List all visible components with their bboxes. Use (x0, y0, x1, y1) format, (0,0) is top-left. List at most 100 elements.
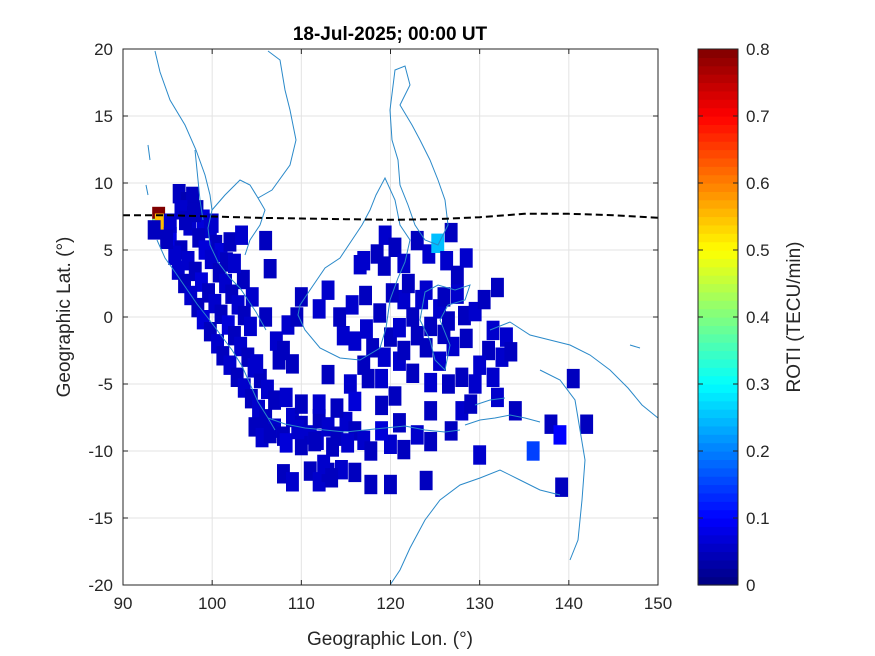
roti-cell (377, 256, 391, 276)
x-tick-label: 110 (288, 594, 315, 613)
roti-cell (373, 303, 387, 323)
roti-cell (406, 363, 420, 383)
colorbar-step (698, 325, 738, 335)
colorbar-step (698, 384, 738, 393)
chart-title: 18-Jul-2025; 00:00 UT (293, 24, 488, 45)
y-tick-label: -10 (88, 442, 113, 461)
roti-cell (442, 374, 455, 394)
colorbar-step (698, 451, 738, 460)
roti-cell (160, 229, 174, 249)
roti-cell (360, 319, 373, 339)
roti-cell (526, 441, 540, 461)
colorbar-tick-label: 0.2 (746, 442, 770, 461)
colorbar-step (698, 174, 738, 184)
colorbar-step (698, 99, 738, 109)
coastline-sumatra (156, 239, 276, 431)
y-tick-label: 10 (94, 174, 113, 193)
colorbar-step (698, 57, 738, 67)
roti-cell (473, 445, 487, 465)
roti-cell (410, 326, 424, 346)
colorbar-step (698, 576, 738, 586)
roti-cell (294, 287, 308, 307)
roti-cell (459, 248, 473, 268)
roti-cell (401, 273, 415, 294)
roti-cell (444, 222, 458, 243)
roti-cell (205, 213, 219, 233)
roti-cell (326, 437, 339, 457)
roti-data-cells (147, 184, 594, 497)
colorbar-step (698, 308, 738, 318)
roti-cell (424, 372, 438, 393)
coastline-gulf-of-thailand (211, 50, 297, 256)
roti-cell (321, 280, 335, 300)
colorbar-step (698, 258, 738, 268)
colorbar-step (698, 216, 738, 226)
roti-cell (308, 431, 322, 452)
colorbar-step (698, 392, 738, 402)
roti-cell (312, 394, 326, 414)
roti-cell (410, 425, 424, 445)
roti-cell (450, 265, 464, 286)
roti-cell (245, 287, 259, 307)
roti-cell (179, 210, 192, 231)
roti-cell (244, 316, 257, 337)
roti-cell (277, 340, 290, 361)
roti-cell (553, 425, 567, 445)
roti-cell (440, 251, 454, 271)
colorbar-step (698, 116, 738, 125)
colorbar-tick-label: 0.1 (746, 509, 770, 528)
colorbar-step (698, 501, 738, 511)
roti-cell (364, 474, 378, 495)
coastline-java (267, 417, 461, 433)
roti-cell (294, 394, 308, 414)
coastline-indochina (154, 50, 267, 331)
colorbar-step (698, 132, 738, 142)
roti-cell (555, 477, 569, 497)
colorbar-step (698, 367, 738, 377)
roti-cell (468, 374, 482, 394)
roti-cell (397, 289, 411, 310)
colorbar-step (698, 141, 738, 151)
roti-cell (388, 386, 402, 406)
roti-cell (321, 364, 335, 385)
roti-cell (504, 342, 518, 362)
x-tick-label: 150 (644, 594, 672, 613)
roti-cell (377, 347, 391, 367)
colorbar-step (698, 559, 738, 569)
roti-cell (291, 419, 305, 440)
x-tick-label: 120 (376, 594, 404, 613)
colorbar-step (698, 333, 738, 343)
colorbar-step (698, 484, 738, 494)
roti-cell (263, 423, 277, 444)
roti-cell (333, 307, 347, 327)
colorbar-step (698, 492, 738, 502)
x-tick-label: 90 (114, 594, 133, 613)
colorbar-ticks: 0 0.1 0.2 0.3 0.4 0.5 0.6 0.7 0.8 (698, 40, 770, 595)
roti-cell (147, 220, 161, 240)
colorbar-step (698, 358, 738, 368)
roti-cell (286, 472, 299, 492)
roti-cell (263, 259, 277, 279)
x-tick-label: 100 (198, 594, 226, 613)
colorbar-step (698, 65, 738, 75)
roti-cell (345, 295, 359, 315)
roti-cell (235, 225, 248, 245)
coastline-philippines (389, 65, 449, 246)
colorbar-step (698, 409, 738, 419)
roti-cell (566, 368, 580, 389)
colorbar-step (698, 568, 738, 578)
roti-cell (335, 460, 348, 480)
roti-cell (486, 367, 500, 387)
colorbar-step (698, 442, 738, 452)
roti-cell (419, 280, 433, 300)
roti-cell (486, 320, 500, 341)
colorbar-tick-label: 0.3 (746, 375, 770, 394)
y-tick-label: -5 (98, 375, 113, 394)
colorbar-tick-label: 0.8 (746, 40, 770, 59)
roti-cell (508, 401, 522, 421)
roti-cell (455, 367, 469, 387)
colorbar-step (698, 350, 738, 360)
magnetic-equator-line (123, 212, 659, 221)
colorbar-step (698, 166, 738, 176)
roti-cell (259, 230, 273, 251)
